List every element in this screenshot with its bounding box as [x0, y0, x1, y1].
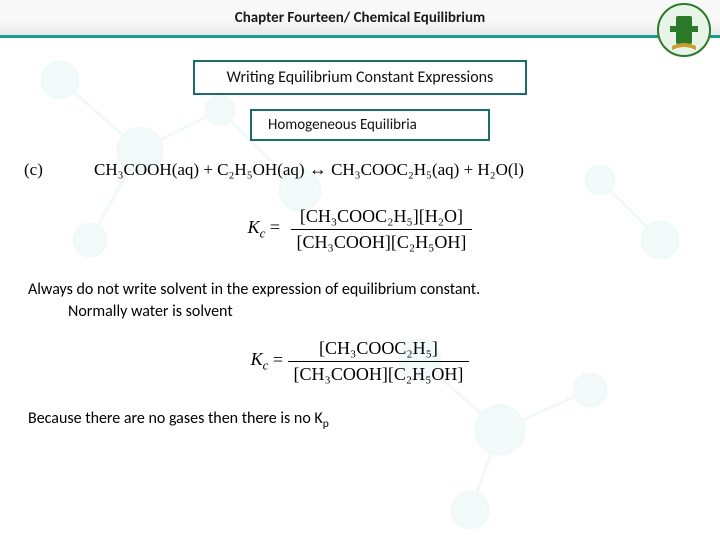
note-line2: Normally water is solvent	[68, 301, 692, 323]
kc-simplified-fraction: [CH₃COOC₂H₅] [CH₃COOH][C₂H₅OH]	[288, 336, 470, 387]
kc2-numerator: [CH₃COOC₂H₅]	[288, 336, 470, 362]
note-solvent: Always do not write solvent in the expre…	[0, 279, 720, 324]
note2-sub: p	[323, 417, 329, 431]
section-box-homogeneous: Homogeneous Equilibria	[250, 109, 490, 141]
reversible-arrow-icon: ↔	[309, 159, 327, 179]
kc-symbol: Kc =	[248, 217, 280, 242]
note-line1: Always do not write solvent in the expre…	[28, 280, 480, 299]
kc2-denominator: [CH₃COOH][C₂H₅OH]	[288, 362, 470, 387]
note-no-kp: Because there are no gases then there is…	[0, 409, 720, 431]
university-logo-icon	[656, 2, 712, 58]
kc-full-denominator: [CH₃COOH][C₂H₅OH]	[291, 230, 473, 255]
section-box-equilibrium-expressions: Writing Equilibrium Constant Expressions	[193, 60, 528, 95]
equation-c-row: (c) CH₃COOH(aq) + C₂H₅OH(aq) ↔ CH₃COOC₂H…	[0, 159, 720, 180]
header-bar: Chapter Fourteen/ Chemical Equilibrium	[0, 0, 720, 38]
chapter-title: Chapter Fourteen/ Chemical Equilibrium	[235, 9, 486, 27]
reactants: CH₃COOH(aq) + C₂H₅OH(aq)	[94, 160, 305, 179]
section1-label: Writing Equilibrium Constant Expressions	[227, 68, 494, 87]
kc-full-numerator: [CH₃COOC₂H₅][H₂O]	[291, 204, 473, 230]
equation-c-label: (c)	[24, 160, 94, 180]
kc-simplified-expression: Kc = [CH₃COOC₂H₅] [CH₃COOH][C₂H₅OH]	[0, 336, 720, 387]
kc-full-fraction: [CH₃COOC₂H₅][H₂O] [CH₃COOH][C₂H₅OH]	[291, 204, 473, 255]
products: CH₃COOC₂H₅(aq) + H₂O(l)	[331, 160, 524, 179]
kc-full-expression: Kc = [CH₃COOC₂H₅][H₂O] [CH₃COOH][C₂H₅OH]	[0, 204, 720, 255]
section-box-1-wrap: Writing Equilibrium Constant Expressions	[0, 60, 720, 95]
section-box-2-wrap: Homogeneous Equilibria	[230, 109, 510, 141]
section2-label: Homogeneous Equilibria	[268, 116, 417, 134]
equation-c-body: CH₃COOH(aq) + C₂H₅OH(aq) ↔ CH₃COOC₂H₅(aq…	[94, 159, 696, 180]
kc2-symbol: Kc =	[251, 349, 283, 369]
note2-prefix: Because there are no gases then there is…	[28, 409, 323, 428]
